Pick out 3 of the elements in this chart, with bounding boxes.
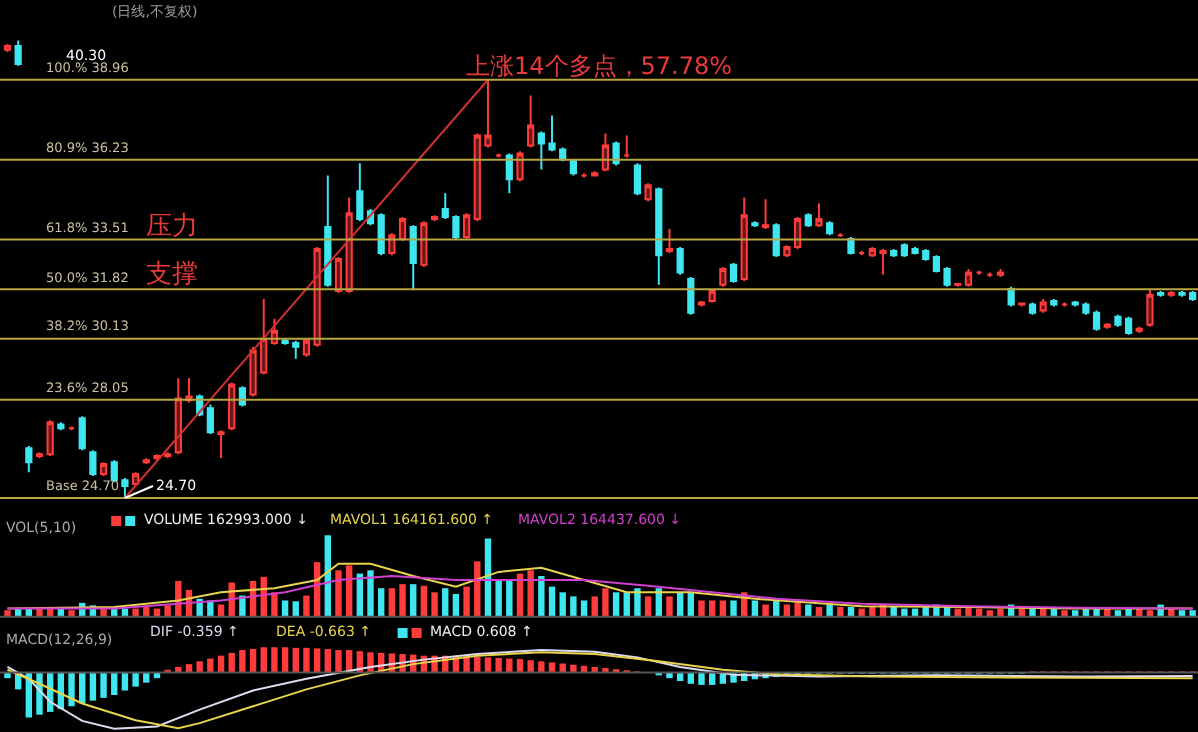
- annotation: 支撑: [146, 260, 198, 290]
- annotation: 压力: [146, 212, 198, 242]
- annotation: 上涨14个多点，57.78%: [466, 52, 733, 80]
